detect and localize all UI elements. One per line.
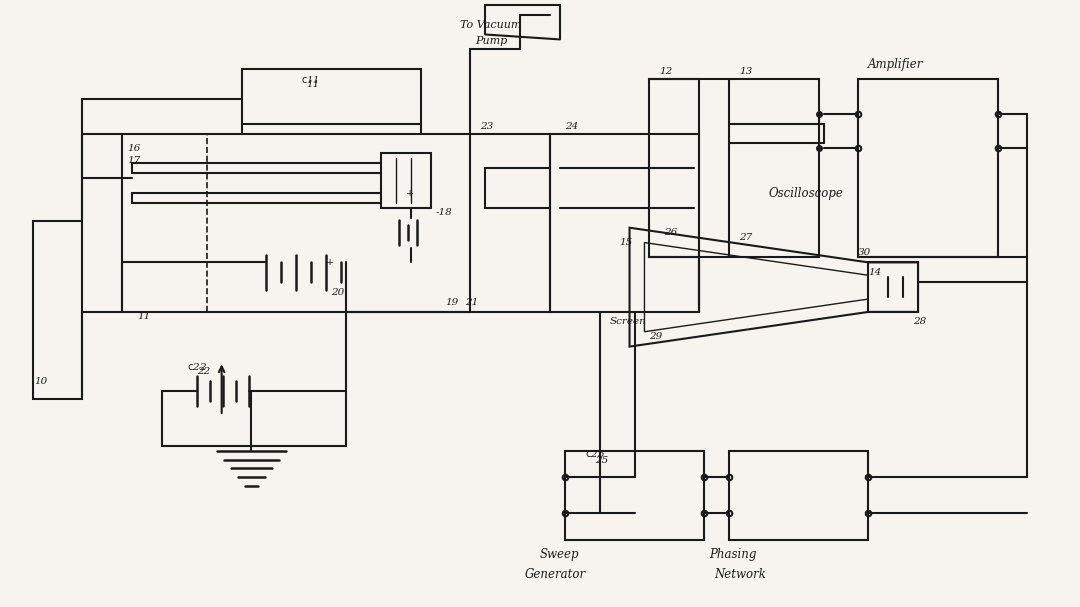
Bar: [649, 79, 819, 257]
Bar: [550, 134, 699, 312]
Text: 19: 19: [445, 297, 459, 307]
Text: 17: 17: [127, 156, 140, 165]
Text: 23: 23: [481, 122, 494, 131]
Text: Network: Network: [714, 568, 766, 581]
Text: 30: 30: [859, 248, 872, 257]
Text: 25: 25: [595, 456, 608, 465]
Bar: [868, 262, 918, 312]
Bar: [471, 134, 550, 312]
Text: Oscilloscope: Oscilloscope: [769, 186, 843, 200]
Text: 26: 26: [664, 228, 677, 237]
Text: +: +: [326, 258, 334, 267]
Text: 16: 16: [127, 144, 140, 153]
Text: 13: 13: [739, 67, 753, 76]
Bar: [32, 221, 82, 399]
Text: 10: 10: [35, 377, 48, 386]
Bar: [565, 450, 704, 540]
Text: Pump: Pump: [475, 36, 508, 46]
Bar: [859, 79, 998, 257]
Text: -18: -18: [435, 208, 453, 217]
Text: Phasing: Phasing: [710, 548, 756, 561]
Bar: [729, 450, 868, 540]
Bar: [242, 69, 420, 124]
Text: 22: 22: [197, 367, 210, 376]
Text: To Vacuum: To Vacuum: [460, 19, 522, 30]
Text: Screen: Screen: [609, 317, 647, 327]
Text: $\mathsf{c}$22: $\mathsf{c}$22: [187, 361, 207, 372]
Text: +: +: [406, 189, 414, 197]
Text: 28: 28: [913, 317, 927, 327]
Text: Sweep: Sweep: [540, 548, 580, 561]
Text: Generator: Generator: [525, 568, 586, 581]
Text: 11: 11: [307, 80, 320, 89]
Text: 27: 27: [739, 233, 753, 242]
Text: 15: 15: [620, 238, 633, 247]
Text: 24: 24: [565, 122, 578, 131]
Text: 21: 21: [465, 297, 478, 307]
Text: 14: 14: [868, 268, 881, 277]
Text: $\mathsf{c}$25: $\mathsf{c}$25: [584, 448, 605, 459]
Text: Amplifier: Amplifier: [868, 58, 923, 70]
Text: 20: 20: [332, 288, 345, 297]
Text: 11: 11: [137, 313, 150, 321]
Text: 29: 29: [649, 332, 663, 341]
Text: $\mathsf{c}$11: $\mathsf{c}$11: [301, 73, 319, 84]
Text: 12: 12: [660, 67, 673, 76]
